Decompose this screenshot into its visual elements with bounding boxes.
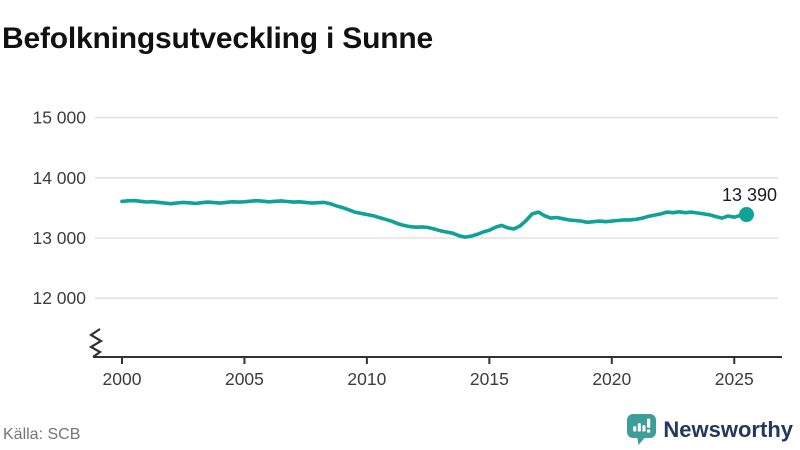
page-title: Befolkningsutveckling i Sunne: [2, 22, 433, 56]
y-tick-label: 14 000: [32, 168, 86, 188]
last-value-label: 13 390: [722, 185, 777, 205]
x-tick-label: 2025: [715, 369, 754, 389]
y-tick-label: 12 000: [32, 288, 86, 308]
last-point-marker: [738, 207, 754, 223]
x-tick-label: 2020: [592, 369, 631, 389]
newsworthy-brand-name: Newsworthy: [663, 416, 793, 442]
y-tick-label: 13 000: [32, 228, 86, 248]
axis-break-icon: [88, 328, 104, 358]
source-label: Källa: SCB: [3, 426, 81, 443]
population-line-chart: 15 000 14 000 13 000 12 000 2000 2005 2010 2015…: [32, 108, 782, 389]
x-tick-label: 2015: [470, 369, 509, 389]
y-tick-label: 15 000: [32, 108, 86, 128]
population-line: [120, 198, 749, 239]
x-tick-label: 2000: [103, 369, 142, 389]
x-tick-label: 2010: [347, 369, 386, 389]
newsworthy-logo-icon: [627, 414, 657, 445]
newsworthy-brand[interactable]: Newsworthy: [627, 414, 793, 445]
x-tick-label: 2005: [225, 369, 264, 389]
